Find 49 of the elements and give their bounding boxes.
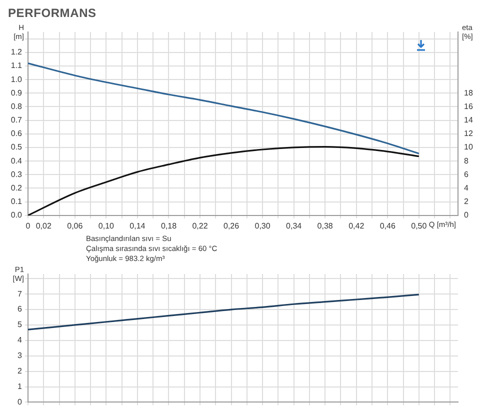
y-tick-label: 2	[18, 366, 23, 376]
x-tick-label: 0,50	[411, 221, 428, 230]
y2-tick-label: 18	[464, 88, 474, 98]
y2-tick-label: 16	[464, 102, 474, 111]
x-tick-label: 0,30	[254, 221, 271, 230]
y-tick-label: 0.8	[10, 102, 23, 111]
x-tick-label: 0	[26, 221, 31, 230]
y2-tick-label: 8	[464, 156, 469, 166]
y-tick-label: 3	[18, 351, 23, 360]
x-tick-label: 0,38	[317, 221, 334, 230]
x-tick-label: 0,22	[192, 221, 208, 230]
y2-tick-label: 6	[464, 170, 469, 179]
x-tick-label: 0,18	[160, 221, 178, 230]
y-tick-label: 1.0	[10, 74, 23, 84]
x-tick-label: 0,10	[98, 221, 115, 230]
line-series	[28, 294, 420, 330]
x-tick-label: 0,34	[286, 221, 302, 230]
y-tick-label: 4	[18, 336, 23, 345]
y-tick-label: 1.2	[10, 48, 23, 57]
x-tick-label: 0,46	[380, 221, 396, 230]
x-tick-label: 0,02	[36, 221, 52, 230]
y-tick-label: 0.9	[10, 88, 23, 98]
line-series	[28, 62, 420, 154]
x-tick-label: 0,42	[348, 221, 365, 230]
y-tick-label: 0.0	[10, 210, 23, 220]
y-tick-label: 0.5	[10, 142, 23, 152]
y2-tick-label: 14	[464, 116, 474, 125]
y-tick-label: 0	[18, 397, 23, 406]
x-tick-label: 0,06	[67, 221, 84, 230]
y-tick-label: 1	[18, 382, 23, 391]
y-tick-label: 1.1	[10, 61, 23, 70]
y2-tick-label: 10	[464, 142, 474, 152]
x-tick-label: 0,14	[130, 221, 146, 230]
y-tick-label: 0.7	[10, 116, 23, 125]
chart-title: PERFORMANS	[7, 5, 98, 22]
y-tick-label: 0.3	[10, 170, 23, 179]
y-tick-label: 0.1	[10, 197, 23, 206]
line-series	[28, 146, 420, 216]
y2-tick-label: 4	[464, 183, 469, 192]
y-tick-label: 0.4	[10, 156, 23, 166]
y-tick-label: 0.6	[10, 129, 23, 138]
x-tick-label: 0,26	[223, 221, 240, 230]
y-tick-label: 5	[18, 320, 23, 330]
y-tick-label: 6	[18, 304, 23, 314]
y2-tick-label: 0	[464, 210, 469, 220]
y2-tick-label: 12	[464, 129, 474, 138]
y-tick-label: 0.2	[10, 183, 23, 192]
y2-tick-label: 2	[464, 197, 469, 206]
y-tick-label: 7	[18, 289, 23, 298]
